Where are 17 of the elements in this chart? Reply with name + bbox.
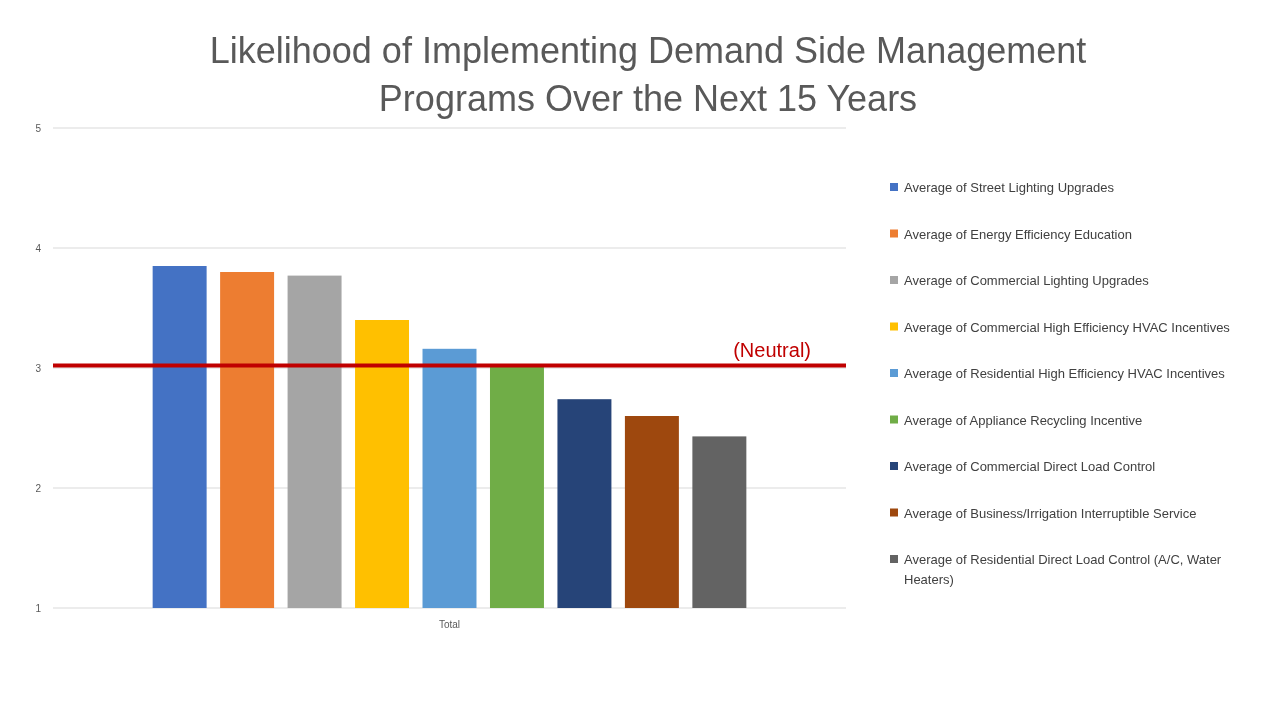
y-tick-label: 1 bbox=[35, 602, 42, 614]
legend-label: Average of Commercial High Efficiency HVAC Incentives bbox=[904, 319, 1231, 335]
legend-label: Average of Energy Efficiency Education bbox=[904, 226, 1132, 242]
ref-line-label: (Neutral) bbox=[733, 338, 811, 361]
legend-label: Average of Commercial Direct Load Control bbox=[904, 459, 1156, 474]
legend-label: Average of Appliance Recycling Incentive bbox=[904, 412, 1143, 428]
y-tick-label: 4 bbox=[35, 242, 42, 254]
legend-label: Average of Residential High Efficiency HVAC Incentives bbox=[904, 366, 1226, 381]
x-tick-label: Total bbox=[438, 619, 461, 630]
legend-label: Average of Street Lighting Upgrades bbox=[904, 180, 1115, 195]
chart-title: Likelihood of Implementing Demand Side Management Programs Over the Next 15 Years bbox=[209, 30, 1087, 119]
y-tick-label: 3 bbox=[35, 362, 42, 374]
legend-label: Average of Commercial Lighting Upgrades bbox=[904, 273, 1150, 288]
y-tick-label: 5 bbox=[35, 122, 42, 134]
legend-label: Average of Business/Irrigation Interruptible Service bbox=[904, 505, 1197, 521]
y-tick-label: 2 bbox=[35, 482, 42, 494]
legend-label: Average of Residential Direct Load Control (A/C, Water Heaters) bbox=[904, 552, 1222, 587]
